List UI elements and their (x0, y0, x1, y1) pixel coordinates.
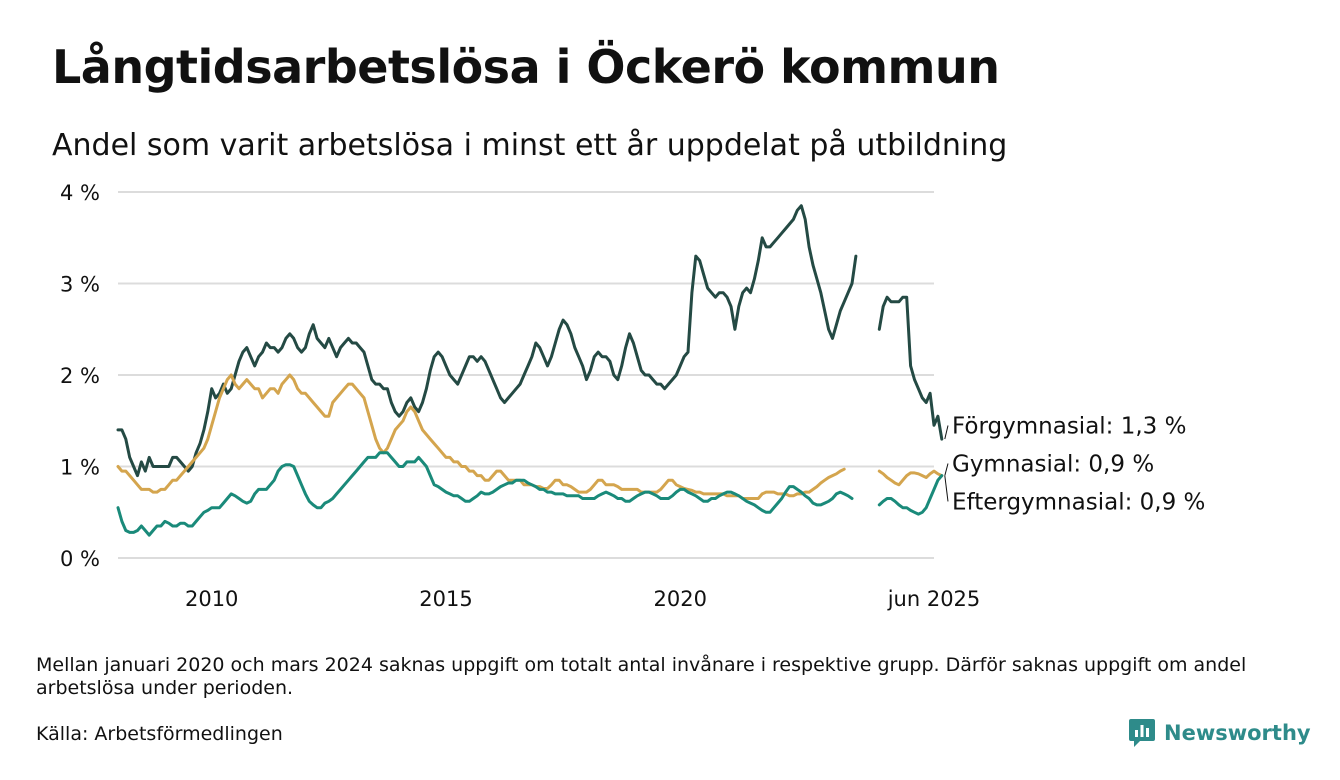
series-label: Gymnasial: 0,9 % (952, 451, 1154, 477)
chart-subtitle: Andel som varit arbetslösa i minst ett å… (52, 128, 1008, 163)
x-tick-label: 2020 (653, 587, 706, 611)
chart-lines (116, 204, 944, 537)
x-tick-label: 2010 (185, 587, 238, 611)
x-axis: 2010 2015 2020 jun 2025 (185, 587, 980, 611)
chart-gridlines (118, 191, 934, 559)
series-line (877, 469, 944, 487)
y-tick-label: 4 % (60, 181, 100, 205)
series-line (116, 451, 854, 537)
series-line (877, 295, 944, 441)
series-label: Förgymnasial: 1,3 % (952, 413, 1186, 439)
line-chart: 0 % 1 % 2 % 3 % 4 % 2010 2015 2020 jun 2025 För… (60, 181, 1205, 611)
y-tick-label: 3 % (60, 273, 100, 297)
brand-name: Newsworthy (1164, 721, 1311, 745)
source-note: Källa: Arbetsförmedlingen (36, 723, 283, 745)
series-line (116, 204, 858, 478)
x-tick-label: jun 2025 (887, 587, 981, 611)
label-leader-line (944, 475, 949, 502)
y-tick-label: 1 % (60, 456, 100, 480)
series-line (877, 474, 944, 516)
series-labels: Förgymnasial: 1,3 % Gymnasial: 0,9 % Efter… (944, 413, 1205, 515)
label-leader-line (944, 425, 949, 440)
y-axis: 0 % 1 % 2 % 3 % 4 % (60, 181, 100, 571)
chart-title: Långtidsarbetslösa i Öckerö kommun (52, 40, 1000, 94)
x-tick-label: 2015 (419, 587, 472, 611)
y-tick-label: 2 % (60, 364, 100, 388)
bar-chart-speech-bubble-icon (1129, 719, 1155, 747)
label-leader-line (944, 463, 949, 476)
newsworthy-logo[interactable]: Newsworthy (1128, 716, 1311, 750)
footnote: Mellan januari 2020 och mars 2024 saknas… (36, 654, 1247, 699)
y-tick-label: 0 % (60, 547, 100, 571)
series-label: Eftergymnasial: 0,9 % (952, 489, 1205, 515)
